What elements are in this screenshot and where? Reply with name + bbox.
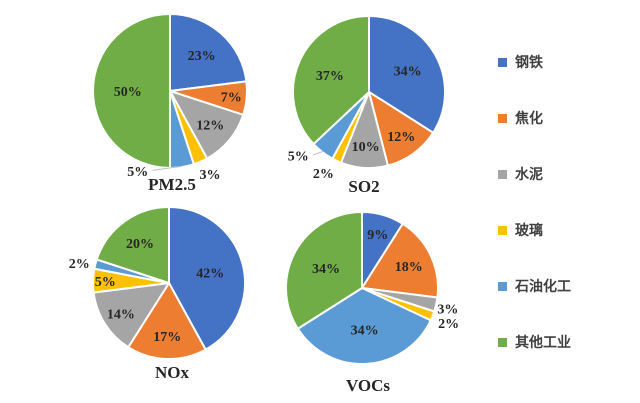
slice-label-PM2.5-其他工业: 50% — [114, 85, 142, 100]
slice-label-SO2-石油化工: 5% — [288, 150, 309, 165]
slice-label-NOx-水泥: 14% — [107, 307, 135, 322]
slice-label-SO2-其他工业: 37% — [316, 69, 344, 84]
slice-label-PM2.5-石油化工: 5% — [127, 165, 148, 180]
slice-label-SO2-水泥: 10% — [352, 140, 380, 155]
chart-VOCs: 9% 18% 3%2% 34% 34% VOCs — [285, 211, 459, 395]
chart-title-SO2: SO2 — [348, 177, 379, 196]
pie-slice-VOCs-其他工业 — [285, 211, 363, 330]
slice-label-VOCs-其他工业: 34% — [312, 262, 340, 277]
slice-label-VOCs-钢铁: 9% — [367, 228, 388, 243]
slice-label-VOCs-水泥: 3% — [437, 302, 458, 317]
slice-label-PM2.5-玻璃: 3% — [200, 168, 221, 183]
slice-label-PM2.5-焦化: 7% — [221, 91, 242, 106]
slice-label-VOCs-石油化工: 34% — [351, 324, 379, 339]
pie-slice-NOx-焦化 — [127, 282, 207, 360]
chart-title-NOx: NOx — [155, 363, 190, 382]
slice-label-SO2-玻璃: 2% — [313, 167, 334, 182]
pie-slice-PM2.5-钢铁 — [169, 13, 248, 92]
slice-label-NOx-玻璃: 5% — [95, 275, 116, 290]
label-leader-line — [312, 151, 324, 156]
slice-label-VOCs-玻璃: 2% — [438, 317, 459, 332]
slice-label-VOCs-焦化: 18% — [395, 260, 423, 275]
slice-label-NOx-石油化工: 2% — [69, 257, 90, 272]
pie-slice-NOx-其他工业 — [95, 206, 170, 284]
chart-NOx: 42% 17% 14% 5% 2% 20% NOx — [69, 206, 246, 382]
chart-PM2.5: 23% 7% 12% 3% 5% 50% PM2.5 — [92, 13, 248, 194]
slice-label-PM2.5-水泥: 12% — [196, 118, 224, 133]
chart-SO2: 34% 12% 10% 2% 5% 37% SO2 — [288, 15, 446, 196]
pie-slice-VOCs-石油化工 — [296, 287, 432, 365]
slice-label-SO2-钢铁: 34% — [394, 65, 422, 80]
pie-slice-PM2.5-其他工业 — [92, 13, 171, 169]
pie-slice-NOx-水泥 — [92, 282, 170, 349]
slice-label-PM2.5-钢铁: 23% — [188, 49, 216, 64]
pie-slice-VOCs-焦化 — [361, 222, 439, 299]
pie-slice-NOx-钢铁 — [168, 206, 246, 351]
slice-label-SO2-焦化: 12% — [387, 130, 415, 145]
slice-label-NOx-焦化: 17% — [153, 330, 181, 345]
chart-title-PM2.5: PM2.5 — [148, 175, 196, 194]
label-leader-line — [152, 165, 182, 171]
slice-label-NOx-钢铁: 42% — [196, 266, 224, 281]
pie-slice-SO2-其他工业 — [292, 15, 370, 146]
slice-label-NOx-其他工业: 20% — [126, 237, 154, 252]
chart-title-VOCs: VOCs — [346, 376, 390, 395]
